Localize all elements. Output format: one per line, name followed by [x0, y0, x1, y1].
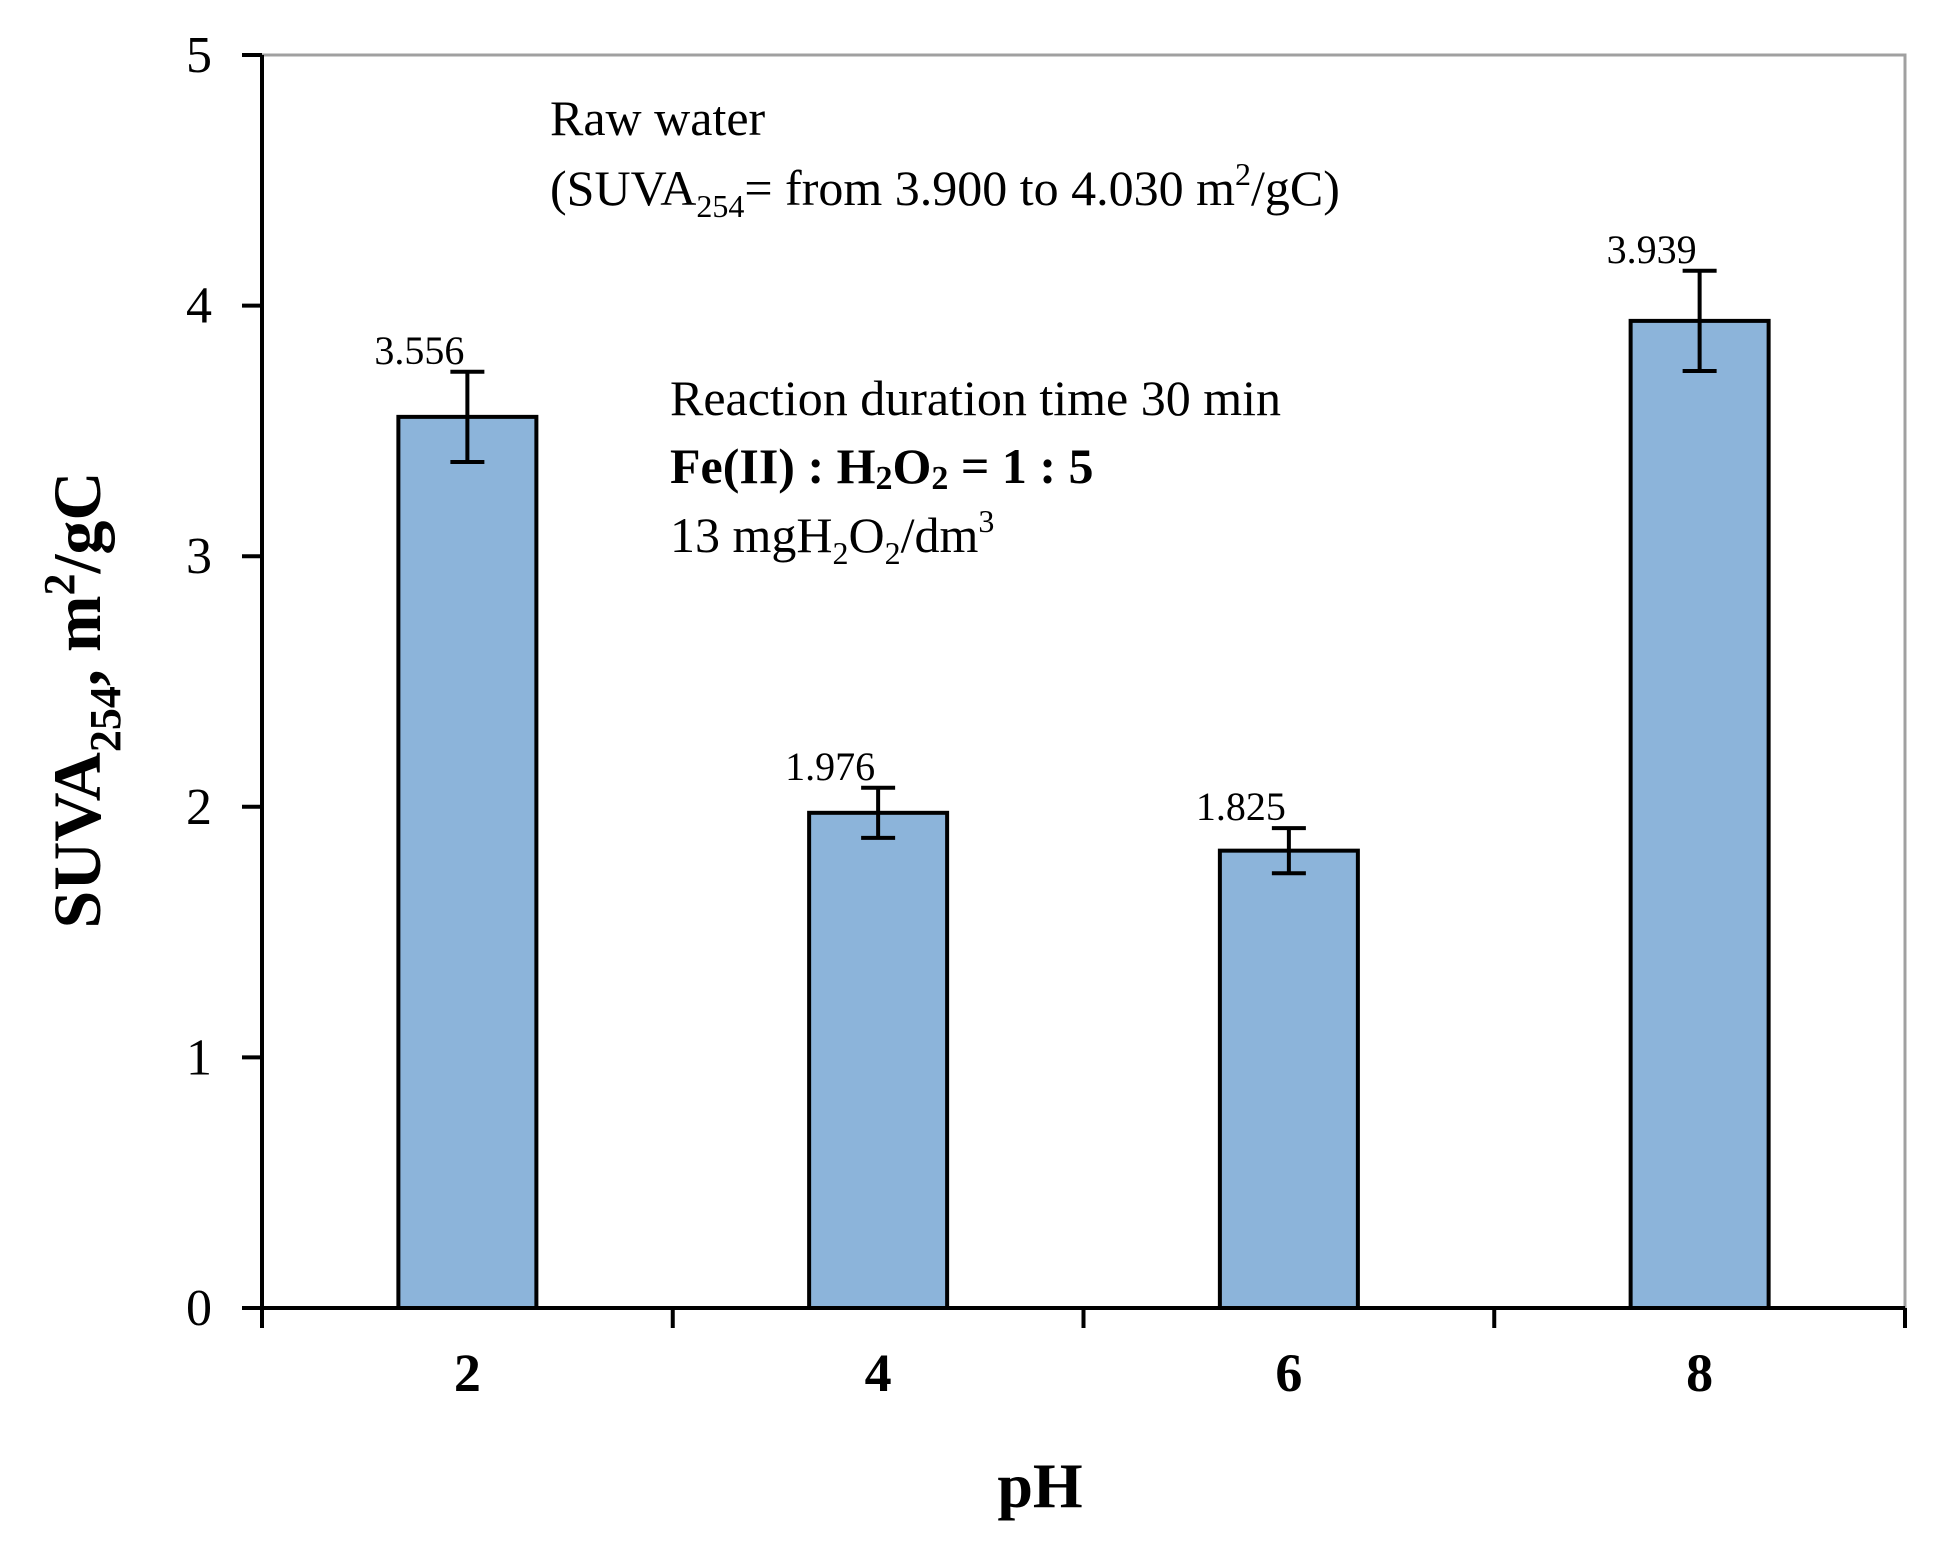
y-tick-labels: 0 1 2 3 4 5 — [186, 27, 212, 1337]
x-tick-label: 4 — [865, 1343, 892, 1403]
x-tick-label: 8 — [1686, 1343, 1713, 1403]
annotation-reaction-time: Reaction duration time 30 min — [670, 370, 1281, 426]
bar — [396, 414, 539, 1310]
x-tick-labels: 2 4 6 8 — [454, 1343, 1713, 1403]
y-tick-label: 2 — [186, 779, 212, 836]
x-tick-label: 6 — [1275, 1343, 1302, 1403]
x-tick-label: 2 — [454, 1343, 481, 1403]
data-label: 1.976 — [785, 744, 875, 789]
y-tick-label: 0 — [186, 1280, 212, 1337]
x-axis-ticks — [260, 1308, 1907, 1328]
y-tick-label: 3 — [186, 528, 212, 585]
annotation-dose: 13 mgH2O2/dm3 — [670, 503, 994, 571]
bar — [807, 810, 950, 1310]
annotation-ratio: Fe(II) : H2O2 = 1 : 5 — [670, 438, 1094, 497]
plot-frame — [262, 53, 1907, 1308]
data-labels: 3.556 1.976 1.825 3.939 — [374, 227, 1696, 829]
annotation-raw-water-line2: (SUVA254= from 3.900 to 4.030 m2/gC) — [550, 156, 1340, 224]
x-axis-title: pH — [997, 1450, 1082, 1521]
annotation-raw-water-line1: Raw water — [550, 90, 766, 146]
y-axis-ticks — [242, 53, 262, 1310]
bar — [1628, 318, 1771, 1310]
y-tick-label: 1 — [186, 1029, 212, 1086]
y-axis-title: SUVA254, m2/gC — [35, 471, 130, 928]
bar — [1217, 848, 1360, 1311]
error-bars — [450, 268, 1717, 876]
y-tick-label: 5 — [186, 27, 212, 84]
data-label: 1.825 — [1196, 784, 1286, 829]
data-label: 3.939 — [1607, 227, 1697, 272]
y-tick-label: 4 — [186, 278, 212, 335]
data-label: 3.556 — [374, 328, 464, 373]
